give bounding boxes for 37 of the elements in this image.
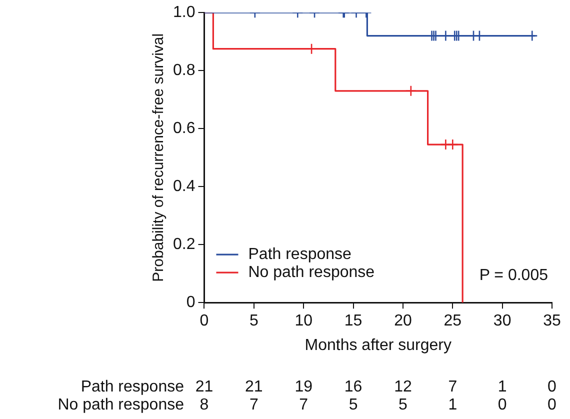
text: 16	[344, 378, 362, 396]
y-tick-label: 0.4	[172, 178, 196, 196]
text: 19	[294, 378, 313, 396]
x-tick-label: 0	[200, 312, 209, 330]
x-tick-label: 30	[493, 312, 512, 330]
x-tick-label: 10	[294, 312, 313, 330]
y-tick-label: 0.2	[172, 236, 196, 254]
text: 7	[299, 396, 308, 414]
text: 12	[394, 378, 412, 396]
x-tick-label: 15	[344, 312, 362, 330]
text: 1	[498, 378, 507, 396]
text: 0	[548, 378, 557, 396]
text: 21	[195, 378, 214, 396]
x-tick-label: 35	[543, 312, 561, 330]
x-tick-label: 20	[394, 312, 412, 330]
text: 8	[200, 396, 209, 414]
text: 1	[448, 396, 458, 414]
text: 7	[249, 396, 258, 414]
y-tick-label: 0	[186, 294, 196, 312]
x-tick-label: 5	[249, 312, 258, 330]
annotation: P = 0.005	[479, 267, 548, 284]
text: 0	[498, 396, 507, 414]
text: 21	[245, 378, 263, 396]
text: No path response	[58, 396, 184, 414]
x-axis-title: Months after surgery	[304, 336, 452, 354]
legend-label: Path response	[248, 246, 352, 264]
text: 5	[348, 396, 358, 414]
y-tick-label: 1.0	[172, 4, 196, 22]
x-tick-label: 25	[444, 312, 462, 330]
legend-label: No path response	[248, 264, 375, 282]
y-tick-label: 0.8	[172, 62, 196, 80]
y-tick-label: 0.6	[172, 120, 196, 138]
text: 7	[448, 378, 458, 396]
text: 0	[548, 396, 557, 414]
y-axis-title: Probability of recurrence-free survival	[150, 33, 168, 282]
text: Path response	[80, 378, 184, 396]
text: 5	[398, 396, 408, 414]
